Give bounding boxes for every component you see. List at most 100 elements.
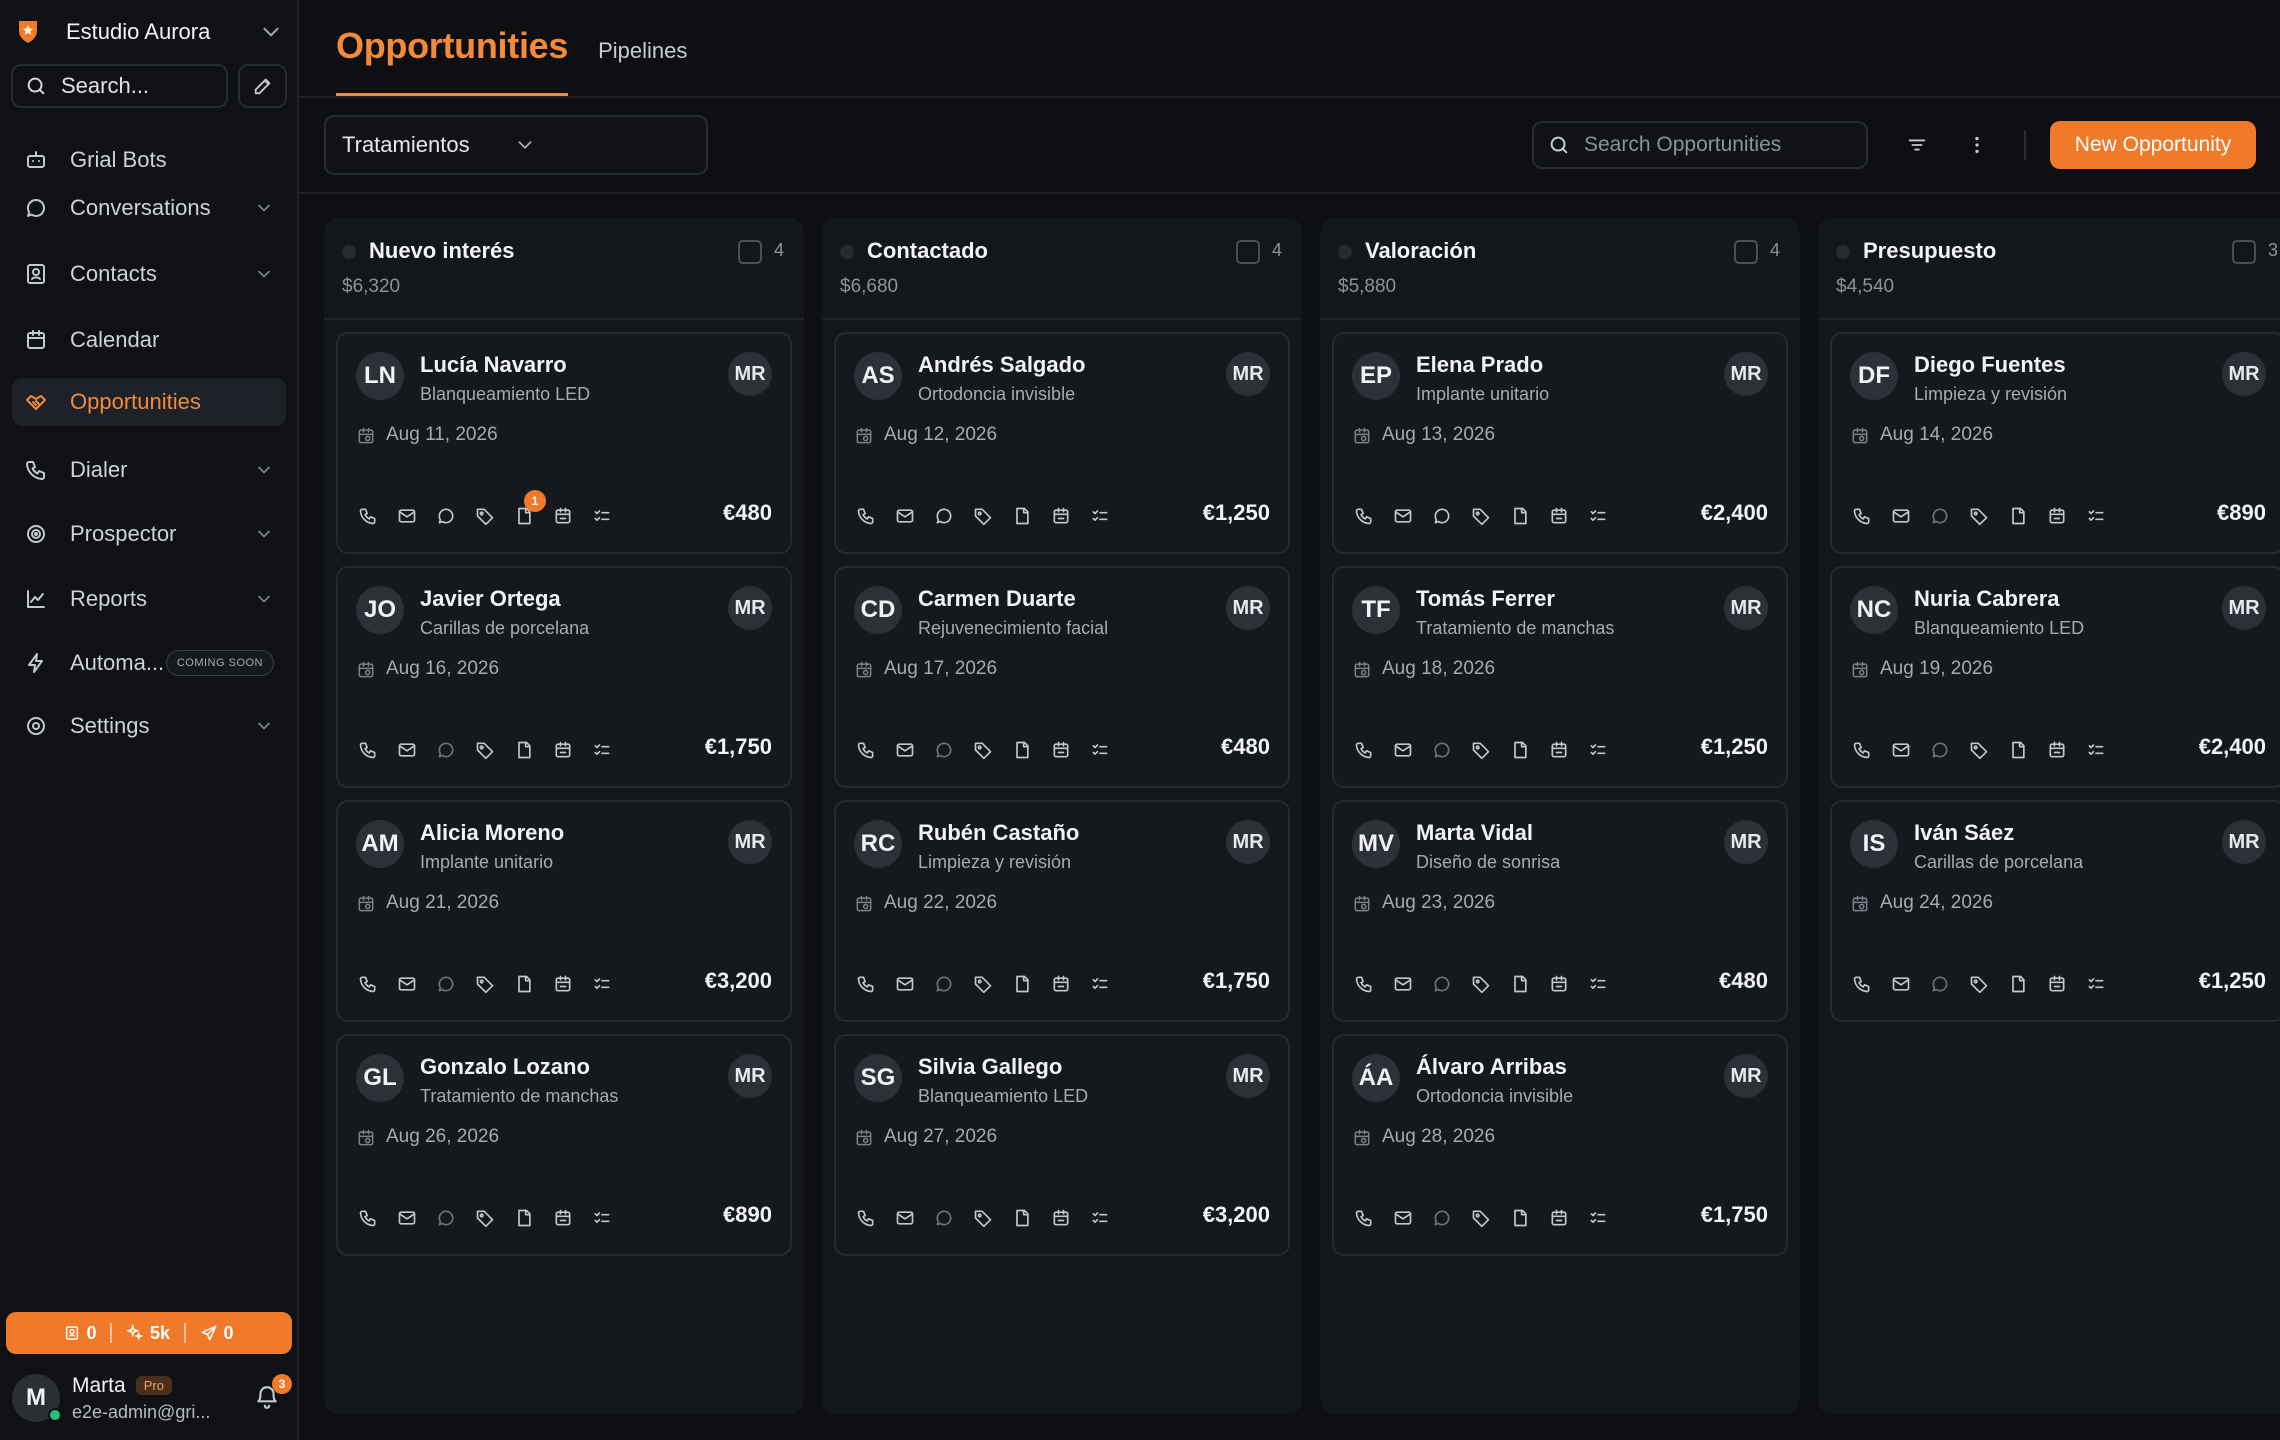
owner-avatar[interactable]: MR <box>1226 820 1270 864</box>
opportunity-card[interactable]: CD Carmen Duarte Rejuvenecimiento facial MR… <box>834 566 1290 788</box>
tasks-action-button[interactable] <box>1090 972 1129 996</box>
opportunity-card[interactable]: LN Lucía Navarro Blanqueamiento LED MR Aug 1… <box>336 332 792 554</box>
appointment-action-button[interactable] <box>1549 504 1588 528</box>
opportunity-card[interactable]: GL Gonzalo Lozano Tratamiento de manchas MR… <box>336 1034 792 1256</box>
appointment-action-button[interactable] <box>2047 972 2086 996</box>
tasks-action-button[interactable] <box>592 504 631 528</box>
tag-action-button[interactable] <box>475 504 514 528</box>
email-action-button[interactable] <box>397 738 436 762</box>
opportunity-card[interactable]: AM Alicia Moreno Implante unitario MR Aug 21… <box>336 800 792 1022</box>
tasks-action-button[interactable] <box>1588 504 1627 528</box>
appointment-action-button[interactable] <box>553 972 592 996</box>
compose-button[interactable] <box>238 64 287 108</box>
message-action-button[interactable] <box>934 1206 973 1230</box>
appointment-action-button[interactable] <box>553 738 592 762</box>
email-action-button[interactable] <box>397 972 436 996</box>
note-action-button[interactable] <box>514 972 553 996</box>
tasks-action-button[interactable] <box>1588 738 1627 762</box>
call-action-button[interactable] <box>856 504 895 528</box>
owner-avatar[interactable]: MR <box>2222 352 2266 396</box>
tag-action-button[interactable] <box>1471 738 1510 762</box>
note-action-button[interactable]: 1 <box>514 490 553 528</box>
note-action-button[interactable] <box>514 1206 553 1230</box>
contact-name[interactable]: Lucía Navarro <box>420 352 567 377</box>
note-action-button[interactable] <box>1012 738 1051 762</box>
tasks-action-button[interactable] <box>592 1206 631 1230</box>
appointment-action-button[interactable] <box>1549 1206 1588 1230</box>
call-action-button[interactable] <box>1354 738 1393 762</box>
owner-avatar[interactable]: MR <box>1724 1054 1768 1098</box>
tasks-action-button[interactable] <box>1090 504 1129 528</box>
note-action-button[interactable] <box>2008 738 2047 762</box>
tasks-action-button[interactable] <box>592 972 631 996</box>
call-action-button[interactable] <box>1852 504 1891 528</box>
owner-avatar[interactable]: MR <box>728 586 772 630</box>
note-action-button[interactable] <box>2008 504 2047 528</box>
tag-action-button[interactable] <box>1471 504 1510 528</box>
sidebar-item-opportunities[interactable]: Opportunities <box>12 378 286 426</box>
message-action-button[interactable] <box>1432 738 1471 762</box>
opportunity-card[interactable]: TF Tomás Ferrer Tratamiento de manchas MR Au… <box>1332 566 1788 788</box>
call-action-button[interactable] <box>1852 972 1891 996</box>
pipeline-select[interactable]: Tratamientos <box>324 115 708 175</box>
tab-opportunities[interactable]: Opportunities <box>336 25 568 96</box>
tag-action-button[interactable] <box>1969 738 2008 762</box>
message-action-button[interactable] <box>1930 738 1969 762</box>
workspace-switcher[interactable]: Estudio Aurora <box>14 14 284 50</box>
sidebar-search[interactable]: Search... <box>11 64 228 108</box>
tag-action-button[interactable] <box>1969 504 2008 528</box>
filter-button[interactable] <box>1900 128 1934 162</box>
email-action-button[interactable] <box>895 504 934 528</box>
note-action-button[interactable] <box>1510 738 1549 762</box>
owner-avatar[interactable]: MR <box>2222 586 2266 630</box>
contact-name[interactable]: Diego Fuentes <box>1914 352 2066 377</box>
email-action-button[interactable] <box>1393 738 1432 762</box>
contact-name[interactable]: Iván Sáez <box>1914 820 2015 845</box>
tasks-action-button[interactable] <box>2086 504 2125 528</box>
appointment-action-button[interactable] <box>1549 972 1588 996</box>
appointment-action-button[interactable] <box>1051 1206 1090 1230</box>
owner-avatar[interactable]: MR <box>728 820 772 864</box>
tag-action-button[interactable] <box>1471 972 1510 996</box>
owner-avatar[interactable]: MR <box>728 1054 772 1098</box>
owner-avatar[interactable]: MR <box>1724 352 1768 396</box>
tag-action-button[interactable] <box>1969 972 2008 996</box>
message-action-button[interactable] <box>436 1206 475 1230</box>
appointment-action-button[interactable] <box>1051 738 1090 762</box>
message-action-button[interactable] <box>436 972 475 996</box>
tab-pipelines[interactable]: Pipelines <box>598 38 688 63</box>
tasks-action-button[interactable] <box>2086 738 2125 762</box>
contact-name[interactable]: Rubén Castaño <box>918 820 1080 845</box>
column-select-checkbox[interactable] <box>738 240 762 264</box>
sidebar-item-calendar[interactable]: Calendar <box>12 316 286 364</box>
tag-action-button[interactable] <box>475 972 514 996</box>
email-action-button[interactable] <box>1393 1206 1432 1230</box>
message-action-button[interactable] <box>1930 504 1969 528</box>
call-action-button[interactable] <box>358 972 397 996</box>
message-action-button[interactable] <box>1432 972 1471 996</box>
message-action-button[interactable] <box>934 738 973 762</box>
tasks-action-button[interactable] <box>1588 972 1627 996</box>
tasks-action-button[interactable] <box>1090 1206 1129 1230</box>
tag-action-button[interactable] <box>475 738 514 762</box>
message-action-button[interactable] <box>934 972 973 996</box>
tasks-action-button[interactable] <box>1588 1206 1627 1230</box>
email-action-button[interactable] <box>397 1206 436 1230</box>
column-select-checkbox[interactable] <box>1236 240 1260 264</box>
call-action-button[interactable] <box>856 972 895 996</box>
appointment-action-button[interactable] <box>1051 972 1090 996</box>
owner-avatar[interactable]: MR <box>728 352 772 396</box>
email-action-button[interactable] <box>1393 504 1432 528</box>
owner-avatar[interactable]: MR <box>1226 1054 1270 1098</box>
call-action-button[interactable] <box>1354 504 1393 528</box>
opportunity-search-input[interactable] <box>1584 133 1844 157</box>
contact-name[interactable]: Nuria Cabrera <box>1914 586 2060 611</box>
contact-name[interactable]: Alicia Moreno <box>420 820 565 845</box>
note-action-button[interactable] <box>514 738 553 762</box>
appointment-action-button[interactable] <box>553 504 592 528</box>
tag-action-button[interactable] <box>973 1206 1012 1230</box>
owner-avatar[interactable]: MR <box>1226 352 1270 396</box>
email-action-button[interactable] <box>1393 972 1432 996</box>
email-action-button[interactable] <box>1891 972 1930 996</box>
note-action-button[interactable] <box>1012 972 1051 996</box>
